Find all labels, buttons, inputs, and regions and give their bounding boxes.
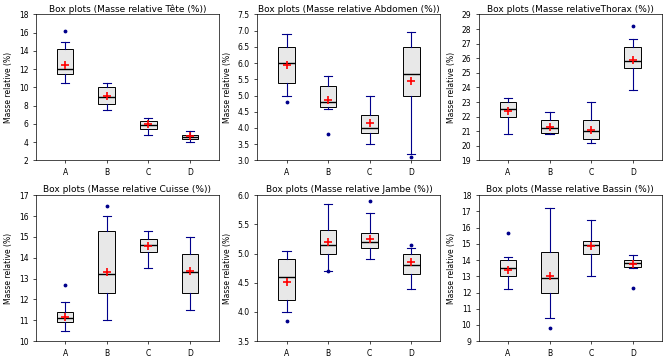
PathPatch shape: [57, 312, 73, 323]
Y-axis label: Masse relative (%): Masse relative (%): [223, 233, 232, 304]
Y-axis label: Masse relative (%): Masse relative (%): [447, 52, 456, 123]
PathPatch shape: [583, 241, 599, 254]
PathPatch shape: [541, 119, 558, 133]
Y-axis label: Masse relative (%): Masse relative (%): [447, 233, 456, 304]
PathPatch shape: [182, 135, 198, 139]
Y-axis label: Masse relative (%): Masse relative (%): [4, 233, 13, 304]
Y-axis label: Masse relative (%): Masse relative (%): [4, 52, 13, 123]
PathPatch shape: [583, 119, 599, 139]
PathPatch shape: [320, 86, 336, 107]
PathPatch shape: [625, 260, 641, 268]
Y-axis label: Masse relative (%): Masse relative (%): [223, 52, 232, 123]
Title: Box plots (Masse relativeThorax (%)): Box plots (Masse relativeThorax (%)): [487, 5, 654, 14]
PathPatch shape: [362, 233, 378, 248]
PathPatch shape: [99, 88, 115, 104]
PathPatch shape: [278, 47, 295, 83]
Title: Box plots (Masse relative Bassin (%)): Box plots (Masse relative Bassin (%)): [486, 185, 654, 194]
Title: Box plots (Masse relative Cuisse (%)): Box plots (Masse relative Cuisse (%)): [43, 185, 212, 194]
PathPatch shape: [140, 239, 157, 252]
PathPatch shape: [500, 260, 516, 276]
PathPatch shape: [403, 47, 420, 96]
PathPatch shape: [99, 231, 115, 293]
Title: Box plots (Masse relative Jambe (%)): Box plots (Masse relative Jambe (%)): [266, 185, 432, 194]
PathPatch shape: [541, 252, 558, 292]
PathPatch shape: [500, 102, 516, 117]
Title: Box plots (Masse relative Abdomen (%)): Box plots (Masse relative Abdomen (%)): [258, 5, 440, 14]
PathPatch shape: [403, 254, 420, 274]
PathPatch shape: [140, 121, 157, 129]
PathPatch shape: [278, 260, 295, 300]
PathPatch shape: [182, 254, 198, 293]
Title: Box plots (Masse relative Tête (%)): Box plots (Masse relative Tête (%)): [49, 4, 206, 14]
PathPatch shape: [362, 115, 378, 133]
PathPatch shape: [625, 47, 641, 68]
PathPatch shape: [57, 49, 73, 74]
PathPatch shape: [320, 230, 336, 254]
